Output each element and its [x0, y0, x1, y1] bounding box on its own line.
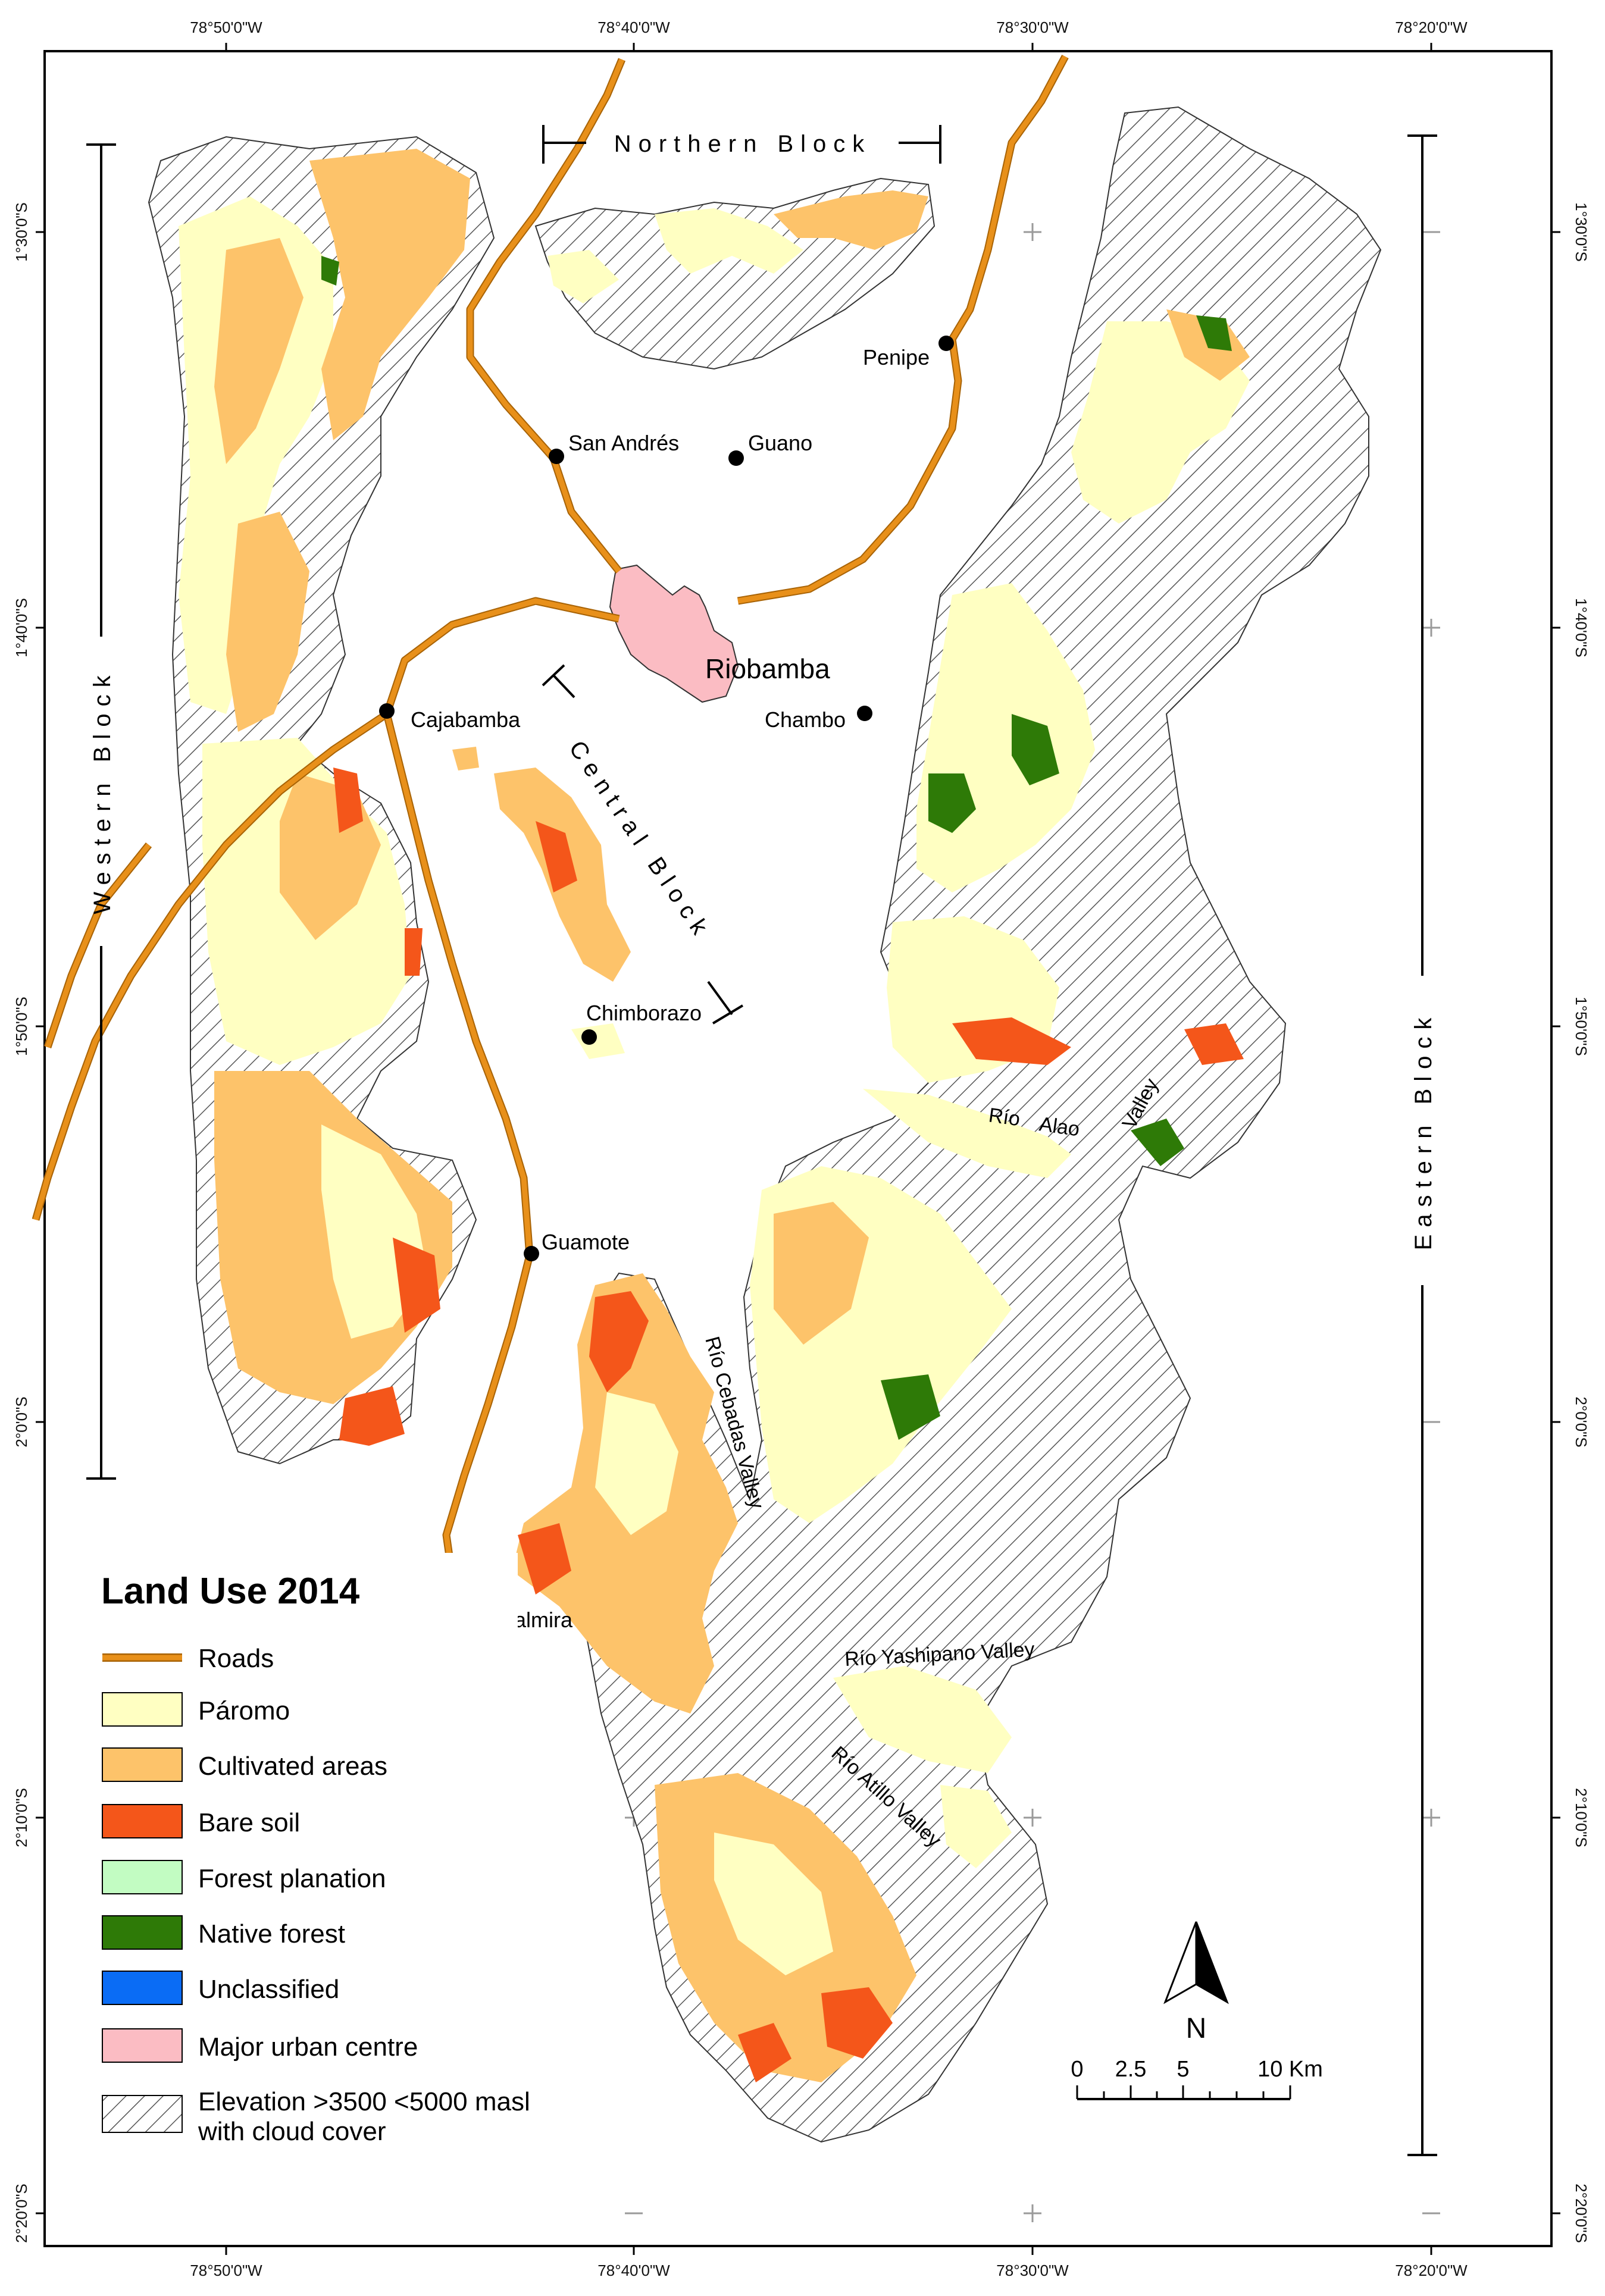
lat-label: 1°30'0"S — [12, 202, 30, 262]
north-arrow-label: N — [1186, 2013, 1207, 2044]
northern-block-label: Northern Block — [614, 131, 872, 157]
lat-label: 2°10'0"S — [1572, 1788, 1590, 1847]
legend-swatch-urban — [102, 2028, 183, 2063]
western-block-label: Western Block — [89, 668, 115, 914]
block-brackets — [86, 125, 1437, 2156]
longitude-labels-top: 78°50'0"W 78°40'0"W 78°30'0"W 78°20'0"W — [190, 18, 1468, 36]
lat-label: 1°40'0"S — [12, 598, 30, 657]
scale-bar: 0 2.5 5 10 Km — [1071, 2057, 1323, 2100]
lon-label: 78°40'0"W — [597, 18, 670, 36]
lat-label: 2°10'0"S — [12, 1788, 30, 1847]
place-label-san-andres: San Andrés — [568, 431, 679, 455]
lat-label: 2°20'0"S — [1572, 2184, 1590, 2243]
longitude-labels-bottom: 78°50'0"W 78°40'0"W 78°30'0"W 78°20'0"W — [190, 2261, 1468, 2279]
legend-swatch-native-forest — [102, 1915, 183, 1950]
place-label-chambo: Chambo — [765, 707, 846, 732]
lat-label: 1°30'0"S — [1572, 202, 1590, 262]
legend-swatch-elevation — [102, 2095, 183, 2133]
legend-swatch-forest-plantation — [102, 1860, 183, 1894]
latitude-labels-left: 1°30'0"S 1°40'0"S 1°50'0"S 2°0'0"S 2°10'… — [12, 202, 30, 2243]
eastern-block-label: Eastern Block — [1410, 1011, 1437, 1251]
lon-label: 78°30'0"W — [996, 2261, 1069, 2279]
legend-label-elevation: Elevation >3500 <5000 masl — [198, 2087, 530, 2116]
eastern-block-region — [546, 106, 1382, 2143]
lat-label: 2°0'0"S — [1572, 1396, 1590, 1447]
lat-label: 1°50'0"S — [12, 997, 30, 1056]
lon-label: 78°20'0"W — [1395, 18, 1468, 36]
lat-label: 1°50'0"S — [1572, 997, 1590, 1056]
lon-label: 78°20'0"W — [1395, 2261, 1468, 2279]
scale-label: 0 — [1071, 2057, 1083, 2082]
north-arrow: N — [1163, 1921, 1229, 2044]
frame-ticks — [36, 43, 1560, 2255]
riobamba-urban-area — [609, 564, 739, 703]
legend-label-unclassified: Unclassified — [198, 1975, 339, 2004]
legend: Land Use 2014 Roads Páromo Cultivated ar… — [89, 1553, 530, 2154]
legend-label-paromo: Páromo — [198, 1696, 290, 1725]
south-central-region — [512, 1273, 738, 1714]
graticule-crosses — [625, 223, 1440, 2222]
lat-label: 2°0'0"S — [12, 1396, 30, 1447]
legend-label-forest-plantation: Forest planation — [198, 1864, 386, 1893]
lon-label: 78°50'0"W — [190, 2261, 262, 2279]
legend-swatch-bare-soil — [102, 1804, 183, 1838]
lat-label: 2°20'0"S — [12, 2184, 30, 2243]
place-label-riobamba: Riobamba — [705, 653, 830, 684]
legend-swatch-cultivated — [102, 1747, 183, 1782]
legend-swatch-paromo — [102, 1692, 183, 1727]
legend-label-urban: Major urban centre — [198, 2032, 418, 2062]
valley-label-alao: Alao — [1038, 1113, 1081, 1141]
legend-label-elevation: with cloud cover — [198, 2117, 386, 2146]
latitude-labels-right: 1°30'0"S 1°40'0"S 1°50'0"S 2°0'0"S 2°10'… — [1572, 202, 1590, 2243]
scale-label: 2.5 — [1115, 2057, 1147, 2082]
lon-label: 78°30'0"W — [996, 18, 1069, 36]
legend-label-roads: Roads — [198, 1644, 274, 1673]
roads — [32, 54, 1069, 1615]
place-label-penipe: Penipe — [863, 345, 930, 369]
western-block-region — [148, 136, 495, 1465]
legend-label-native-forest: Native forest — [198, 1919, 345, 1949]
legend-label-cultivated: Cultivated areas — [198, 1752, 387, 1781]
lat-label: 1°40'0"S — [1572, 598, 1590, 657]
lon-label: 78°40'0"W — [597, 2261, 670, 2279]
valley-label-alao: Río — [987, 1104, 1022, 1130]
place-label-guano: Guano — [748, 431, 812, 455]
legend-title: Land Use 2014 — [101, 1571, 360, 1612]
lon-label: 78°50'0"W — [190, 18, 262, 36]
northern-block-region — [534, 177, 936, 370]
legend-label-bare-soil: Bare soil — [198, 1808, 300, 1837]
place-label-cajabamba: Cajabamba — [411, 707, 521, 732]
place-label-chimborazo: Chimborazo — [586, 1001, 702, 1025]
legend-swatch-unclassified — [102, 1971, 183, 2005]
scale-label: 10 Km — [1257, 2057, 1323, 2082]
place-label-guamote: Guamote — [542, 1230, 630, 1254]
scale-label: 5 — [1177, 2057, 1189, 2082]
